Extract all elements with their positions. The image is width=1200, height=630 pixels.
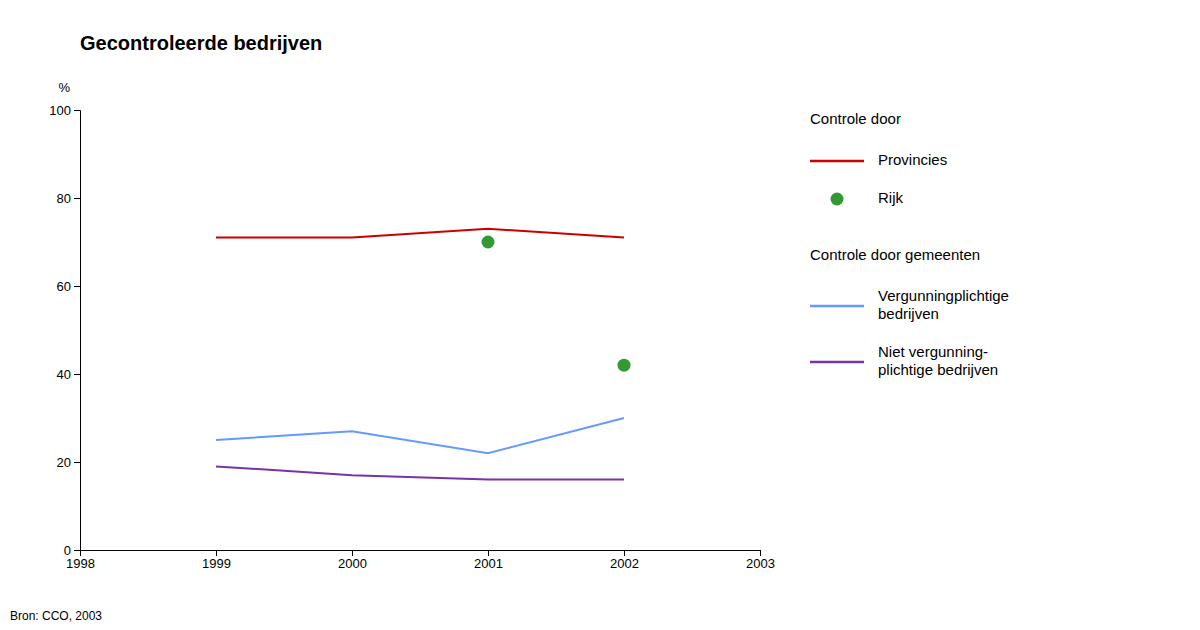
x-axis-line	[81, 551, 761, 557]
y-axis-line	[74, 111, 81, 551]
legend-label: Vergunningplichtigebedrijven	[878, 287, 1009, 322]
tick-label: 40	[57, 367, 71, 382]
y-axis-tick: 20	[57, 455, 80, 470]
y-axis-tick: 80	[57, 191, 80, 206]
line	[216, 466, 624, 479]
line	[216, 229, 624, 238]
tick-label: 2002	[610, 556, 639, 571]
y-axis-tick: 100	[49, 103, 80, 118]
y-axis-tick: 40	[57, 367, 80, 382]
tick-label: 1998	[66, 556, 95, 571]
legend-swatch	[831, 193, 844, 206]
legend-group-title: Controle door gemeenten	[810, 246, 980, 263]
tick-mark	[352, 550, 353, 556]
y-axis-tick: 0	[64, 543, 80, 558]
x-axis-tick: 2003	[746, 550, 775, 571]
source-note: Bron: CCO, 2003	[10, 609, 102, 623]
tick-label: 20	[57, 455, 71, 470]
title: Gecontroleerde bedrijven	[80, 32, 322, 54]
tick-label: 2000	[338, 556, 367, 571]
tick-mark	[74, 550, 80, 551]
x-axis-tick: 2000	[338, 550, 367, 571]
legend-swatch	[810, 160, 864, 163]
tick-label: 60	[57, 279, 71, 294]
tick-label: 1999	[202, 556, 231, 571]
legend-swatch	[810, 305, 864, 308]
point	[618, 359, 631, 372]
y-axis-tick: 60	[57, 279, 80, 294]
y-axis-title: %	[58, 80, 70, 95]
legend: Controle door Provincies Rijk Controle door…	[810, 110, 1009, 378]
legend-label: Provincies	[878, 151, 947, 168]
tick-mark	[74, 110, 80, 111]
x-axis-tick: 1999	[202, 550, 231, 571]
tick-label: 100	[49, 103, 71, 118]
tick-label: 80	[57, 191, 71, 206]
tick-mark	[216, 550, 217, 556]
tick-mark	[74, 286, 80, 287]
tick-mark	[624, 550, 625, 556]
tick-label: 2003	[746, 556, 775, 571]
tick-label: 2001	[474, 556, 503, 571]
point	[482, 236, 495, 249]
x-axis: 1998 1999 2000 2001 2002 2003	[66, 550, 775, 571]
legend-swatch	[810, 361, 864, 364]
x-axis-tick: 2002	[610, 550, 639, 571]
tick-mark	[488, 550, 489, 556]
marks	[216, 229, 631, 480]
line	[216, 418, 624, 453]
plot: 1998 1999 2000 2001 2002 2003 0 20 40 60 80 100	[49, 103, 775, 572]
legend-label: Niet vergunning-plichtige bedrijven	[878, 343, 998, 378]
legend-label: Rijk	[878, 189, 903, 206]
tick-mark	[74, 374, 80, 375]
legend-group-title: Controle door	[810, 110, 901, 127]
y-axis: 0 20 40 60 80 100	[49, 103, 80, 558]
x-axis-tick: 2001	[474, 550, 503, 571]
tick-mark	[74, 462, 80, 463]
chart: 1998 1999 2000 2001 2002 2003 0 20 40 60 80 100 Geco…	[0, 0, 1200, 630]
tick-mark	[74, 198, 80, 199]
tick-label: 0	[64, 543, 71, 558]
tick-mark	[760, 550, 761, 556]
